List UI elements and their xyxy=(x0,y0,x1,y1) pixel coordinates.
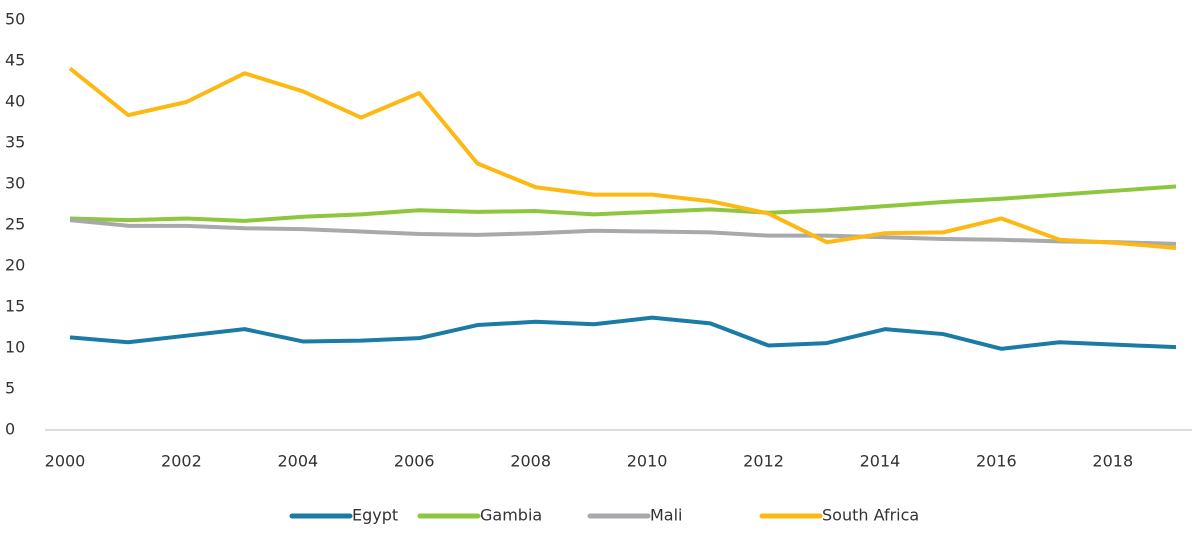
x-tick-label: 2014 xyxy=(860,452,901,471)
x-tick-label: 2010 xyxy=(627,452,668,471)
y-tick-label: 15 xyxy=(5,297,25,316)
series-line xyxy=(69,218,1177,246)
y-tick-label: 10 xyxy=(5,338,25,357)
legend-label: Egypt xyxy=(352,506,398,525)
y-tick-label: 25 xyxy=(5,215,25,234)
y-tick-label: 5 xyxy=(5,379,15,398)
y-tick-label: 30 xyxy=(5,174,25,193)
series-line xyxy=(69,315,1177,351)
x-tick-label: 2000 xyxy=(45,452,86,471)
x-tick-label: 2002 xyxy=(161,452,202,471)
y-tick-label: 45 xyxy=(5,51,25,70)
series-line xyxy=(68,66,1177,250)
x-tick-label: 2018 xyxy=(1092,452,1133,471)
y-tick-label: 50 xyxy=(5,10,25,29)
x-tick-label: 2012 xyxy=(743,452,784,471)
x-tick-label: 2004 xyxy=(277,452,318,471)
y-tick-label: 40 xyxy=(5,92,25,111)
y-tick-label: 0 xyxy=(5,420,15,439)
y-tick-label: 20 xyxy=(5,256,25,275)
x-tick-label: 2008 xyxy=(510,452,551,471)
legend-label: South Africa xyxy=(822,506,919,525)
legend-label: Gambia xyxy=(480,506,542,525)
series-line xyxy=(69,184,1177,223)
x-tick-label: 2016 xyxy=(976,452,1017,471)
legend-label: Mali xyxy=(650,506,683,525)
y-tick-label: 35 xyxy=(5,133,25,152)
x-tick-label: 2006 xyxy=(394,452,435,471)
